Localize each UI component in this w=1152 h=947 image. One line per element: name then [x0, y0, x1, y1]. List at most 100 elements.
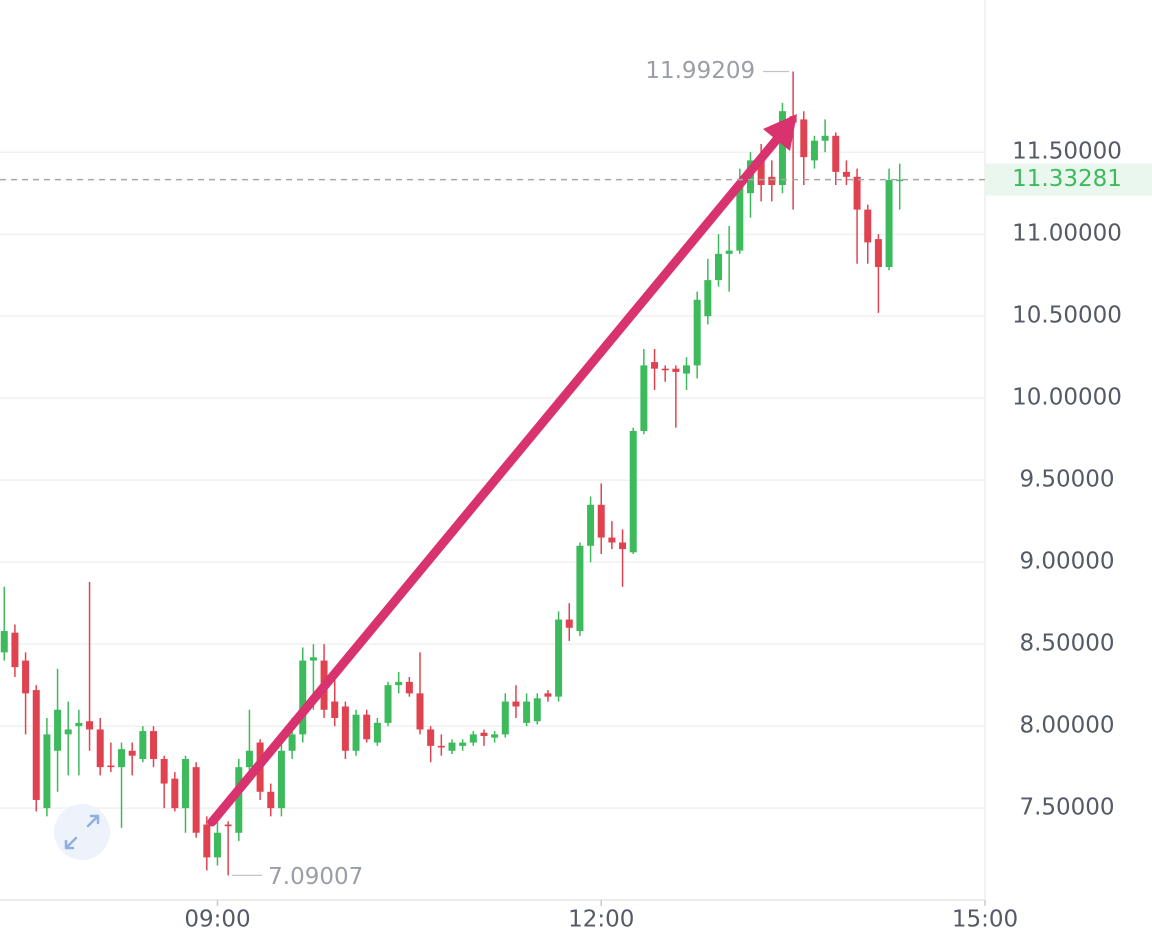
candle-body — [277, 750, 285, 809]
candle-body — [576, 545, 584, 632]
candle-body — [885, 180, 893, 267]
candle-body — [331, 701, 339, 718]
candle-body — [395, 681, 403, 686]
candle-body — [587, 504, 595, 546]
y-tick-label: 9.50000 — [1019, 467, 1114, 493]
candle-body — [469, 734, 477, 743]
candle-body — [405, 681, 413, 694]
candle-body — [853, 176, 861, 210]
candle-body — [11, 632, 19, 668]
candle-body — [309, 657, 317, 661]
candle-body — [96, 729, 104, 768]
candles — [0, 71, 904, 876]
candle-body — [725, 250, 733, 254]
candle-body — [22, 660, 30, 694]
candle-body — [821, 135, 829, 141]
candle-body — [64, 729, 72, 735]
candle-body — [427, 729, 435, 746]
y-tick-label: 11.50000 — [1012, 139, 1122, 165]
candle-body — [181, 758, 189, 809]
expand-bg[interactable] — [54, 804, 110, 860]
candle-body — [235, 767, 243, 833]
candle-body — [555, 619, 563, 697]
candle-body — [736, 184, 744, 251]
candle-body — [491, 734, 499, 738]
candle-body — [693, 299, 701, 366]
candle-body — [640, 365, 648, 431]
candle-body — [832, 135, 840, 172]
candle-body — [384, 685, 392, 723]
candle-body — [299, 660, 307, 735]
candle-body — [203, 824, 211, 858]
candle-body — [810, 140, 818, 161]
candle-body — [544, 693, 552, 697]
candle-body — [800, 119, 808, 158]
candle-body — [416, 693, 424, 730]
candle-body — [160, 758, 168, 784]
candle-body — [672, 368, 680, 372]
overlay: 7.50000 8.00000 8.50000 9.00000 9.50000 10.00… — [0, 58, 1152, 933]
y-tick-label: 11.00000 — [1012, 221, 1122, 247]
last-price-label: 11.33281 — [1012, 166, 1122, 192]
x-tick-label: 09:00 — [184, 907, 250, 933]
candle-body — [501, 701, 509, 735]
y-tick-label: 7.50000 — [1019, 795, 1114, 821]
candle-body — [864, 209, 872, 243]
candle-body — [448, 742, 456, 751]
candle-body — [437, 745, 445, 748]
candle-body — [512, 701, 520, 707]
candle-body — [213, 832, 221, 858]
candle-body — [54, 709, 62, 751]
candle-body — [608, 537, 616, 543]
candle-body — [245, 750, 253, 768]
trend-arrow — [207, 114, 797, 827]
candle-body — [842, 171, 850, 177]
x-tick-label: 12:00 — [568, 907, 634, 933]
candle-body — [0, 631, 8, 653]
candle-body — [533, 698, 541, 722]
expand-button[interactable] — [54, 804, 110, 860]
candle-body — [139, 731, 147, 759]
candle-body — [768, 176, 776, 185]
y-tick-label: 8.00000 — [1019, 713, 1114, 739]
candle-body — [288, 734, 296, 751]
y-tick-label: 9.00000 — [1019, 549, 1114, 575]
candle-body — [896, 179, 904, 182]
candle-body — [363, 714, 371, 740]
candle-body — [75, 722, 83, 727]
candle-body — [629, 430, 637, 553]
candle-body — [874, 239, 882, 267]
candle-body — [267, 791, 275, 809]
y-tick-label: 8.50000 — [1019, 631, 1114, 657]
candle-body — [128, 750, 136, 756]
arrow-head — [763, 114, 797, 151]
candle-body — [171, 778, 179, 809]
min-label: 7.09007 — [268, 864, 363, 890]
candle-body — [651, 362, 659, 369]
candle-body — [619, 542, 627, 550]
candle-body — [565, 619, 573, 628]
candle-body — [192, 767, 200, 833]
y-tick-label: 10.00000 — [1012, 385, 1122, 411]
max-label: 11.99209 — [645, 58, 755, 84]
candle-body — [704, 280, 712, 317]
candle-body — [459, 742, 467, 746]
candle-body — [523, 701, 531, 723]
candle-body — [778, 111, 786, 185]
candle-body — [714, 253, 722, 281]
candle-body — [683, 365, 691, 374]
candle-body — [224, 824, 232, 827]
candle-body — [107, 765, 115, 768]
candle-body — [150, 731, 158, 759]
x-tick-label: 15:00 — [952, 907, 1018, 933]
candle-body — [43, 734, 51, 809]
candle-body — [32, 690, 40, 800]
expand-icon[interactable] — [64, 814, 100, 850]
candle-body — [661, 368, 669, 371]
candle-body — [373, 722, 381, 743]
candle-body — [597, 504, 605, 538]
candle-body — [480, 732, 488, 737]
arrow-shaft — [207, 133, 783, 827]
